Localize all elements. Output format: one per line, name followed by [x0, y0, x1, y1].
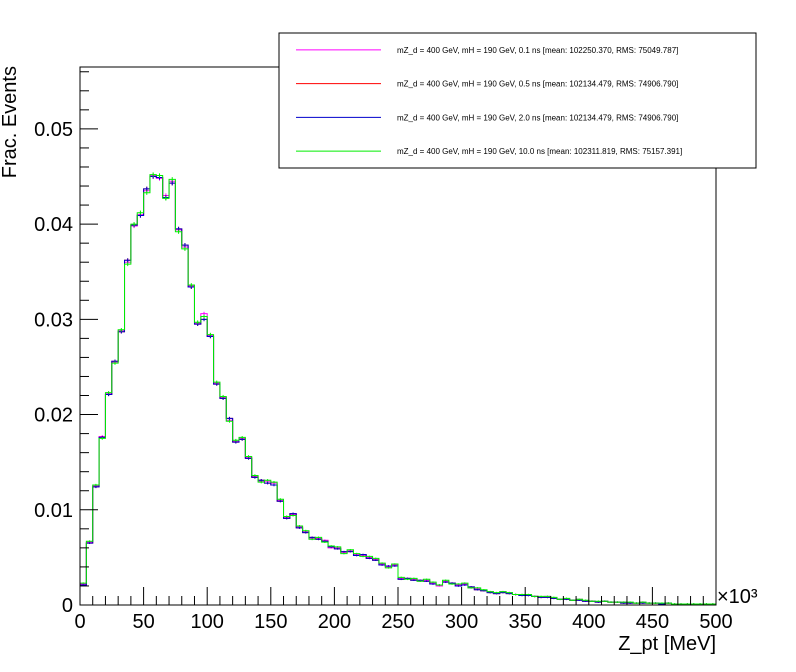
legend-entry-2: mZ_d = 400 GeV, mH = 190 GeV, 2.0 ns [me…	[296, 113, 678, 122]
histogram-series-layer	[79, 172, 717, 605]
legend: mZ_d = 400 GeV, mH = 190 GeV, 0.1 ns [me…	[278, 32, 757, 169]
y-tick-label: 0.05	[34, 119, 73, 141]
series-3	[79, 172, 717, 605]
x-tick-label: 50	[132, 611, 154, 633]
series-2-step-line	[79, 176, 717, 605]
series-1-step-line	[79, 176, 717, 605]
legend-entry-1: mZ_d = 400 GeV, mH = 190 GeV, 0.5 ns [me…	[296, 80, 678, 89]
y-tick-label: 0.02	[34, 405, 73, 427]
legend-box	[278, 32, 757, 169]
series-1	[79, 174, 717, 605]
legend-label: mZ_d = 400 GeV, mH = 190 GeV, 0.1 ns [me…	[397, 46, 678, 55]
y-tick-label: 0.03	[34, 309, 73, 331]
x-tick-label: 450	[636, 611, 669, 633]
series-0-step-line	[79, 175, 717, 605]
x-axis: 0 50 100 150 200 250 300 350 400 450 500	[74, 587, 733, 633]
y-tick-label: 0	[62, 595, 73, 617]
y-axis-title: Frac. Events	[0, 66, 21, 178]
legend-label: mZ_d = 400 GeV, mH = 190 GeV, 2.0 ns [me…	[397, 113, 678, 122]
x-tick-label: 200	[318, 611, 351, 633]
x-tick-label: 500	[699, 611, 732, 633]
y-axis: 0 0.01 0.02 0.03 0.04 0.05	[34, 71, 98, 617]
series-2	[79, 174, 717, 605]
x-tick-label: 300	[445, 611, 478, 633]
x-tick-label: 100	[191, 611, 224, 633]
legend-entry-0: mZ_d = 400 GeV, mH = 190 GeV, 0.1 ns [me…	[296, 46, 678, 55]
legend-entry-3: mZ_d = 400 GeV, mH = 190 GeV, 10.0 ns [m…	[296, 147, 682, 156]
y-tick-label: 0.04	[34, 214, 73, 236]
series-0	[79, 173, 717, 605]
series-3-step-line	[79, 174, 717, 605]
x-tick-label: 250	[381, 611, 414, 633]
x-tick-label: 400	[572, 611, 605, 633]
legend-label: mZ_d = 400 GeV, mH = 190 GeV, 10.0 ns [m…	[397, 147, 682, 156]
x-axis-title: Z_pt [MeV]	[618, 633, 716, 655]
y-tick-label: 0.01	[34, 500, 73, 522]
x-tick-label: 0	[74, 611, 85, 633]
x-tick-label: 350	[509, 611, 542, 633]
legend-label: mZ_d = 400 GeV, mH = 190 GeV, 0.5 ns [me…	[397, 80, 678, 89]
x-axis-multiplier: ×10³	[717, 586, 758, 608]
x-tick-label: 150	[254, 611, 287, 633]
